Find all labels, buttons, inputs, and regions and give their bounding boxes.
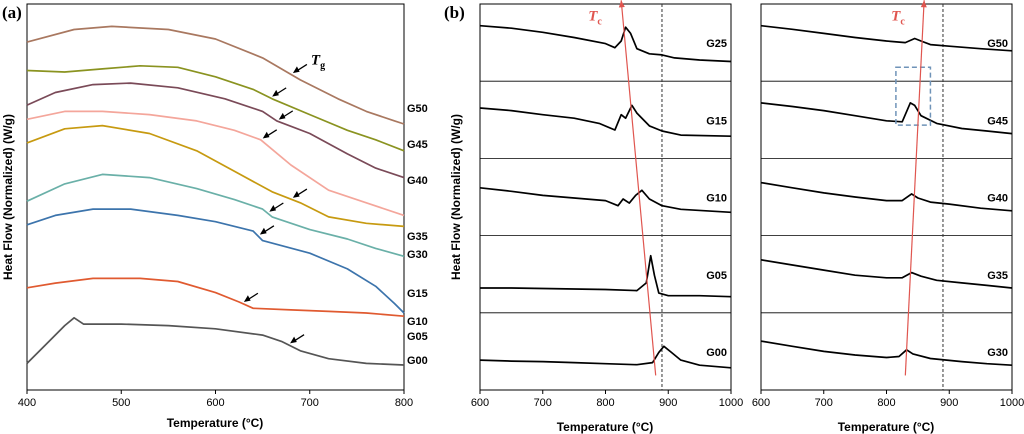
panel-a-label-g30: G30 bbox=[407, 249, 428, 261]
tg-arrow-icon bbox=[259, 227, 267, 235]
panel-a-series-g15 bbox=[26, 173, 405, 258]
panel-b-right-xtick-label: 600 bbox=[752, 397, 770, 409]
panel-b-right-label-g50: G50 bbox=[987, 38, 1008, 50]
panel-a-chart: Heat Flow (Normalized) (W/g) Temperature… bbox=[1, 3, 428, 430]
panel-a-ylabel: Heat Flow (Normalized) (W/g) bbox=[1, 114, 15, 280]
panel-b-right-xlabel: Temperature (°C) bbox=[838, 420, 935, 434]
panel-a-label: (a) bbox=[2, 3, 22, 22]
panel-b-left-series-g10 bbox=[479, 186, 732, 214]
panel-b-left-tc-annotation: Tc bbox=[588, 8, 602, 27]
panel-b-left-frame bbox=[479, 3, 732, 391]
panel-b-left-label-g00: G00 bbox=[706, 347, 727, 359]
panel-a-label-g10: G10 bbox=[407, 316, 428, 328]
panel-b-right-xtick-label: 700 bbox=[815, 397, 833, 409]
panel-b-right-label-g30: G30 bbox=[987, 347, 1008, 359]
panel-a-series-g30 bbox=[26, 124, 405, 228]
panel-a-series-g05 bbox=[26, 277, 405, 318]
tg-arrow-icon bbox=[262, 131, 270, 139]
panel-a-series-g00 bbox=[26, 316, 405, 366]
panel-a-xtick-label: 400 bbox=[18, 397, 36, 409]
panel-b-right-label-g40: G40 bbox=[987, 193, 1008, 205]
panel-b-right-series-g35 bbox=[760, 258, 1013, 289]
panel-b-left-xtick-label: 700 bbox=[534, 397, 552, 409]
panel-b-right-xtick-label: 900 bbox=[940, 397, 958, 409]
panel-b-left-label-g05: G05 bbox=[706, 270, 727, 282]
panel-a-xtick-label: 800 bbox=[395, 397, 413, 409]
panel-b-right-chart: Temperature (°C) 600 700 800 900 1000 G50 G45 G… bbox=[752, 0, 1024, 434]
panel-a-label-g15: G15 bbox=[407, 288, 428, 300]
panel-a-series-g40 bbox=[26, 82, 405, 179]
panel-b-right-tc-annotation: Tc bbox=[891, 8, 905, 27]
panel-b-right-highlight-box bbox=[895, 66, 932, 126]
panel-a-series-g10 bbox=[26, 208, 405, 314]
tg-arrow-icon bbox=[272, 89, 279, 97]
tg-arrow-icon bbox=[292, 66, 300, 74]
panel-b-left-series-g15 bbox=[479, 104, 732, 138]
tg-arrow-icon bbox=[278, 112, 286, 120]
tg-arrow-icon bbox=[243, 295, 251, 302]
panel-a-label-g00: G00 bbox=[407, 355, 428, 367]
panel-b-right-label-g35: G35 bbox=[987, 270, 1008, 282]
panel-b-right-xtick-label: 1000 bbox=[1000, 397, 1024, 409]
panel-b-right-tc-arrow-line bbox=[904, 0, 925, 376]
panel-b-left-chart: Temperature (°C) 600 700 800 900 1000 G25 G15 G… bbox=[471, 0, 743, 434]
tg-arrow-icon bbox=[292, 191, 300, 198]
panel-b-left-series-g00 bbox=[479, 345, 732, 369]
tg-annotation: Tg bbox=[311, 52, 325, 71]
panel-b-left-xlabel: Temperature (°C) bbox=[557, 420, 654, 434]
panel-b-left-label-g15: G15 bbox=[706, 115, 727, 127]
panel-a-series-g50 bbox=[26, 25, 405, 125]
panel-a-label-g45: G45 bbox=[407, 139, 428, 151]
panel-a-label-g50: G50 bbox=[407, 103, 428, 115]
panel-b-right-series-g30 bbox=[760, 340, 1013, 367]
panel-b-right-label-g45: G45 bbox=[987, 115, 1008, 127]
panel-a-series-g45 bbox=[26, 64, 405, 152]
panel-b-right-tc-arrow-icon bbox=[920, 0, 927, 8]
panel-b-left-tc-arrow-line bbox=[620, 0, 657, 376]
panel-a-xtick-label: 700 bbox=[301, 397, 319, 409]
panel-b-left-series-g05 bbox=[480, 254, 732, 298]
panel-b-right-frame bbox=[760, 3, 1013, 391]
panel-a-label-g35: G35 bbox=[407, 231, 428, 243]
tg-arrow-icon bbox=[290, 336, 297, 344]
panel-b-left-label-g10: G10 bbox=[706, 193, 727, 205]
panel-b-right-xtick-label: 800 bbox=[877, 397, 895, 409]
panel-b-left-label-g25: G25 bbox=[706, 38, 727, 50]
panel-a-xtick-label: 500 bbox=[112, 397, 130, 409]
panel-b-right-series-g45 bbox=[760, 102, 1013, 135]
panel-a-label-g05: G05 bbox=[407, 331, 428, 343]
panel-b-left-series-g25 bbox=[479, 24, 732, 63]
panel-b-left-xtick-label: 900 bbox=[659, 397, 677, 409]
panel-b-left-xtick-label: 1000 bbox=[719, 397, 743, 409]
panel-b-right-series-g40 bbox=[760, 181, 1013, 212]
panel-b-right-series-g50 bbox=[760, 24, 1013, 52]
tg-arrow-icon bbox=[269, 204, 277, 212]
panel-a-xtick-label: 600 bbox=[206, 397, 224, 409]
panel-b-left-xtick-label: 600 bbox=[471, 397, 489, 409]
panel-b-label: (b) bbox=[444, 3, 465, 22]
panel-a-label-g40: G40 bbox=[407, 175, 428, 187]
panel-a-series-g35 bbox=[26, 110, 405, 217]
panel-b-ylabel: Heat Flow (Normalized) (W/g) bbox=[449, 114, 463, 280]
panel-b-left-tc-arrow-icon bbox=[618, 0, 625, 8]
panel-b-left-xtick-label: 800 bbox=[596, 397, 614, 409]
panel-a-xlabel: Temperature (°C) bbox=[167, 416, 264, 430]
